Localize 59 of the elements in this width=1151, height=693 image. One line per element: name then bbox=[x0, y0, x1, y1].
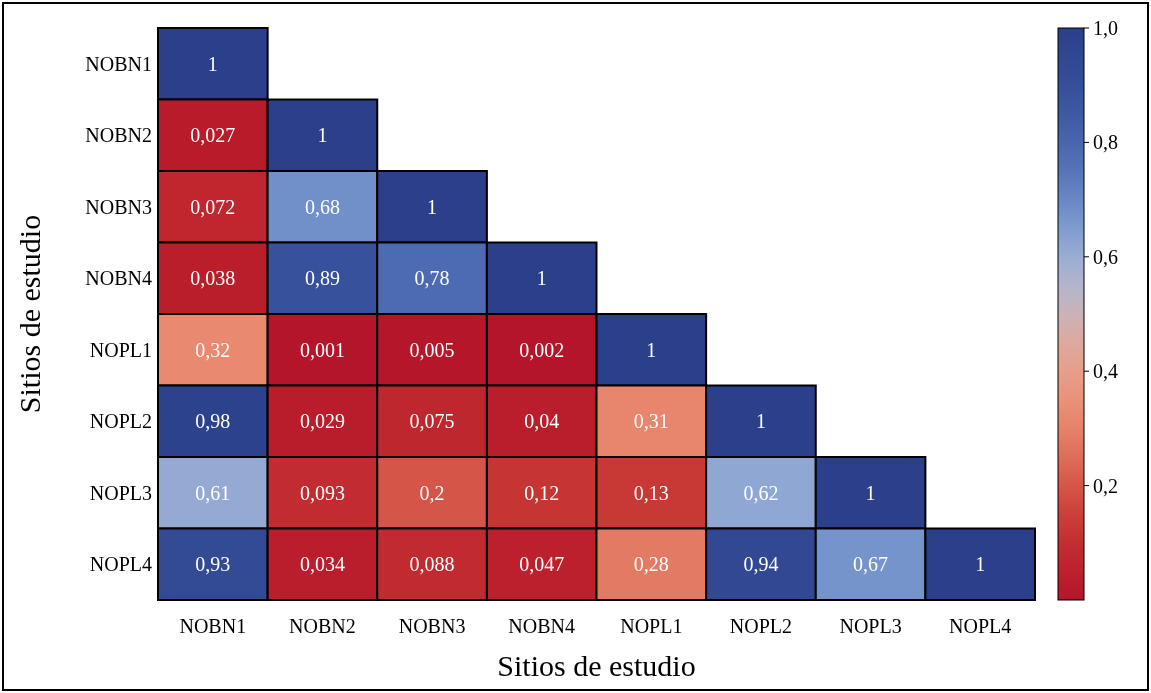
x-axis-title: Sitios de estudio bbox=[497, 649, 696, 682]
data-label: 0,28 bbox=[633, 553, 669, 576]
data-label: 0,093 bbox=[299, 481, 345, 504]
data-label: 1 bbox=[646, 338, 657, 361]
data-label: 0,072 bbox=[190, 195, 236, 218]
data-label: 1 bbox=[427, 195, 438, 218]
data-label: 0,31 bbox=[633, 410, 669, 433]
data-label: 0,075 bbox=[409, 410, 455, 433]
x-tick-label: NOPL2 bbox=[729, 615, 793, 637]
y-tick-label: NOBN4 bbox=[85, 267, 152, 290]
data-label: 0,61 bbox=[195, 481, 231, 504]
color-bar-label: 0,4 bbox=[1093, 360, 1118, 383]
data-label: 0,2 bbox=[419, 481, 445, 504]
data-label: 0,93 bbox=[195, 553, 231, 576]
data-label: 0,62 bbox=[743, 481, 779, 504]
color-bar-label: 1,0 bbox=[1093, 17, 1118, 39]
x-tick-label: NOBN2 bbox=[289, 615, 356, 637]
y-tick-label: NOPL4 bbox=[89, 553, 152, 576]
x-tick-label: NOBN3 bbox=[398, 615, 466, 637]
data-label: 0,68 bbox=[304, 195, 340, 218]
data-label: 0,12 bbox=[524, 481, 560, 504]
data-label: 0,67 bbox=[853, 553, 889, 576]
y-tick-label: NOBN3 bbox=[85, 195, 152, 218]
data-label: 0,94 bbox=[743, 553, 779, 576]
data-label: 0,005 bbox=[409, 338, 455, 361]
data-label: 1 bbox=[975, 553, 986, 576]
data-label: 0,89 bbox=[304, 267, 340, 290]
data-label: 1 bbox=[207, 52, 218, 75]
x-tick-label: NOBN1 bbox=[179, 615, 247, 637]
data-label: 0,027 bbox=[190, 124, 236, 147]
x-tick-label: NOBN4 bbox=[508, 615, 576, 637]
data-label: 1 bbox=[865, 481, 876, 504]
data-label: 0,088 bbox=[409, 553, 455, 576]
data-label: 1 bbox=[317, 124, 328, 147]
y-tick-label: NOPL2 bbox=[89, 410, 152, 433]
y-tick-label: NOPL1 bbox=[89, 338, 152, 361]
y-axis-title: Sitios de estudio bbox=[13, 214, 46, 414]
x-tick-label: NOPL1 bbox=[620, 615, 683, 637]
data-label: 0,04 bbox=[524, 410, 560, 433]
data-label: 0,13 bbox=[633, 481, 669, 504]
data-label: 0,78 bbox=[414, 267, 450, 290]
data-label: 0,029 bbox=[299, 410, 345, 433]
x-tick-label: NOPL3 bbox=[839, 615, 902, 637]
y-tick-label: NOBN1 bbox=[85, 52, 152, 75]
x-tick-label: NOPL4 bbox=[949, 615, 1012, 637]
data-label: 0,038 bbox=[190, 267, 236, 290]
y-tick-label: NOBN2 bbox=[85, 124, 152, 147]
data-label: 1 bbox=[536, 267, 547, 290]
data-label: 1 bbox=[755, 410, 766, 433]
data-label: 0,98 bbox=[195, 410, 231, 433]
color-bar-label: 0,8 bbox=[1093, 131, 1118, 154]
color-bar-label: 0,2 bbox=[1093, 474, 1118, 497]
data-label: 0,002 bbox=[519, 338, 565, 361]
data-label: 0,034 bbox=[299, 553, 345, 576]
color-bar-label: 0,6 bbox=[1093, 245, 1118, 268]
data-label: 0,32 bbox=[195, 338, 231, 361]
data-label: 0,001 bbox=[299, 338, 345, 361]
data-label: 0,047 bbox=[519, 553, 565, 576]
y-tick-label: NOPL3 bbox=[89, 481, 152, 504]
